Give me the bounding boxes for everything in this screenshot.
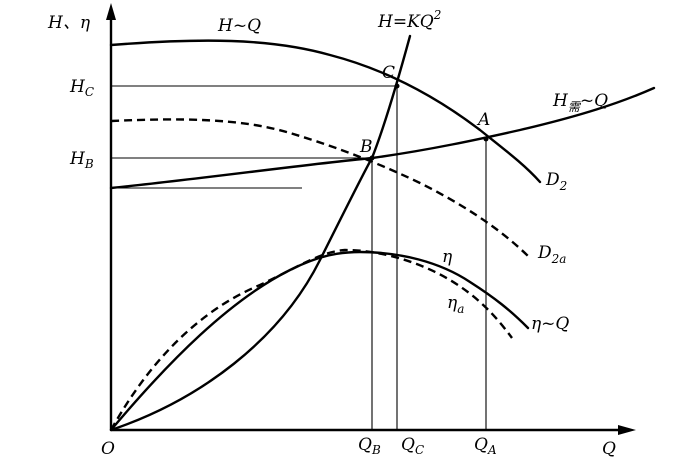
point-b-label: B [359, 137, 373, 157]
x-axis-arrow [618, 425, 636, 435]
origin-label: O [101, 439, 115, 459]
required-curve-label: H需~Q [552, 91, 608, 114]
point-a-marker [483, 136, 489, 142]
d2-curve-label: D2 [545, 170, 567, 193]
qa-tick-label: QA [474, 435, 497, 457]
system-curve [109, 34, 412, 432]
hb-tick-label: HB [69, 149, 94, 171]
point-a-label: A [476, 110, 490, 130]
point-c-label: C [382, 63, 395, 83]
qc-tick-label: QC [401, 435, 424, 457]
eta-curve-label: η [442, 247, 453, 267]
required-head-curve [109, 86, 656, 190]
qb-tick-label: QB [358, 435, 381, 457]
hq-curve-d2a [110, 118, 531, 259]
eta-q-curve-label: η~Q [531, 314, 569, 334]
system-curve-label: H=KQ2 [377, 8, 441, 32]
efficiency-curve [109, 250, 530, 432]
hc-tick-label: HC [69, 77, 94, 99]
efficiency-curve-a [109, 248, 513, 431]
eta-a-curve-label: ηa [447, 293, 464, 316]
d2a-curve-label: D2a [537, 243, 566, 266]
y-axis-arrow [106, 3, 116, 20]
hq-curve-label: H~Q [217, 16, 261, 36]
point-c-marker [394, 83, 400, 89]
x-axis-label: Q [602, 439, 616, 459]
point-b-marker [369, 155, 375, 161]
y-axis-label: H、η [47, 13, 91, 33]
hq-curve-d2 [109, 39, 542, 184]
